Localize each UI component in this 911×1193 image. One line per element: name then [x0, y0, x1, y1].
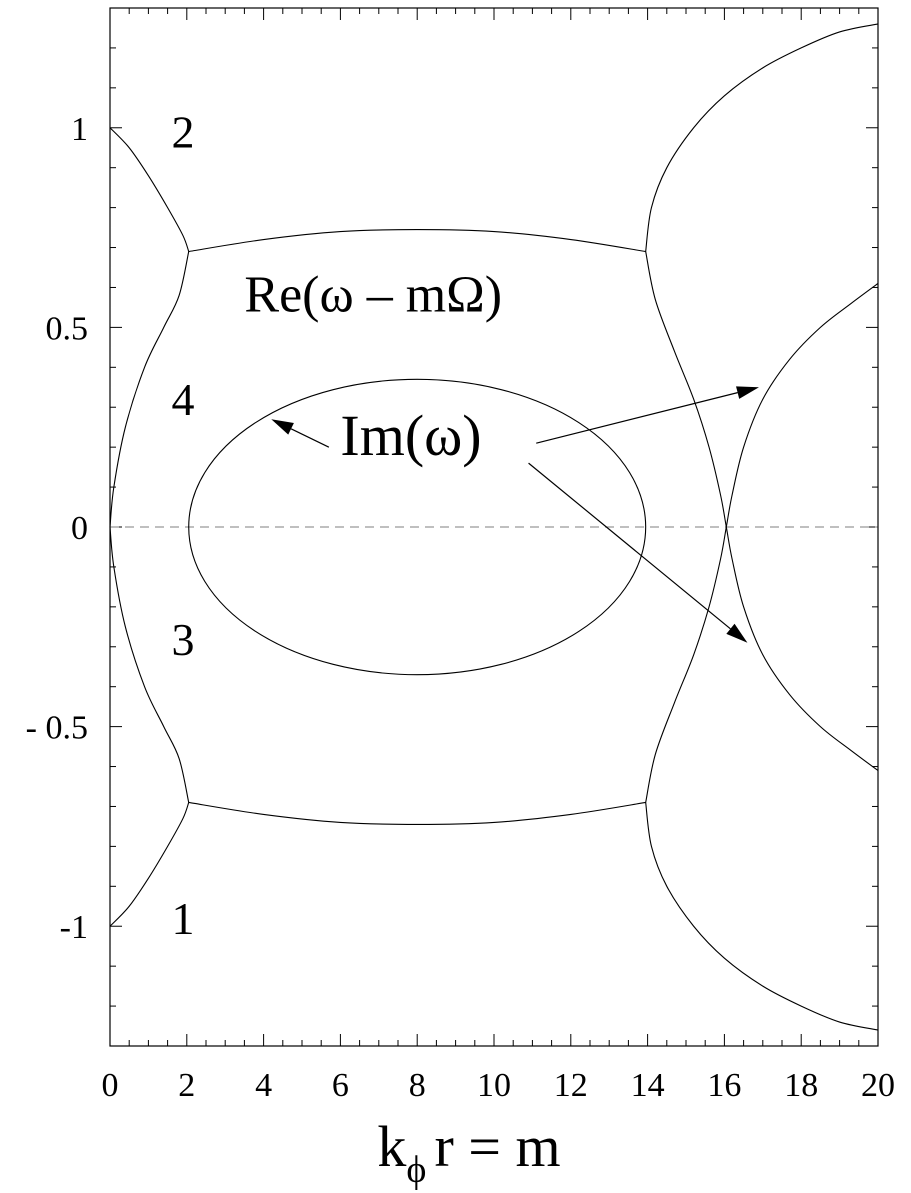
re-curve [645, 251, 879, 771]
x-tick-label: 16 [707, 1067, 741, 1104]
y-tick-label: - 0.5 [26, 710, 88, 747]
x-axis-label-rest: r = m [434, 1114, 560, 1179]
axis-ticks [109, 7, 879, 1047]
annotation-arrows [271, 386, 759, 643]
x-tick-labels: 0 2 4 6 8 10 12 14 16 18 20 [102, 1067, 896, 1104]
re-curve [188, 801, 646, 825]
plot-frame [109, 7, 879, 1047]
x-tick-label: 6 [332, 1067, 349, 1104]
x-axis-label: kϕ r = m [377, 1114, 560, 1191]
x-tick-label: 8 [409, 1067, 426, 1104]
arrow-line [290, 428, 330, 448]
branch-label-1: 1 [171, 893, 194, 944]
y-tick-label: 1 [71, 111, 88, 148]
y-tick-label: -1 [60, 909, 88, 946]
x-tick-label: 20 [861, 1067, 895, 1104]
y-tick-label: 0.5 [46, 310, 89, 347]
arrow-head [271, 419, 294, 435]
curves [109, 23, 879, 1031]
re-curve [109, 526, 190, 803]
re-curve [188, 229, 646, 253]
x-tick-label: 0 [102, 1067, 119, 1104]
re-label: Re(ω – mΩ) [244, 266, 502, 323]
arrow-head [736, 386, 759, 399]
x-axis-label-k: k [377, 1114, 406, 1179]
re-curve [645, 283, 879, 803]
branch-label-2: 2 [171, 107, 194, 158]
im-ellipse-curve [188, 378, 647, 676]
arrow-head [726, 623, 748, 643]
re-curve [109, 127, 190, 252]
x-axis-label-sub: ϕ [406, 1149, 426, 1191]
x-tick-label: 10 [477, 1067, 511, 1104]
im-label: Im(ω) [340, 403, 481, 468]
re-curve [645, 23, 879, 252]
branch-label-4: 4 [171, 374, 194, 425]
re-curve [109, 802, 190, 927]
x-tick-label: 14 [631, 1067, 665, 1104]
x-tick-label: 2 [178, 1067, 195, 1104]
x-tick-label: 12 [554, 1067, 588, 1104]
branch-label-3: 3 [171, 614, 194, 665]
re-curve [645, 802, 879, 1031]
y-tick-labels: 1 0.5 0 - 0.5 -1 [26, 111, 88, 946]
y-tick-label: 0 [71, 510, 88, 547]
re-curve [109, 251, 190, 528]
x-tick-label: 4 [255, 1067, 272, 1104]
arrow-line [536, 392, 738, 444]
x-tick-label: 18 [784, 1067, 818, 1104]
arrow-line [528, 462, 731, 630]
